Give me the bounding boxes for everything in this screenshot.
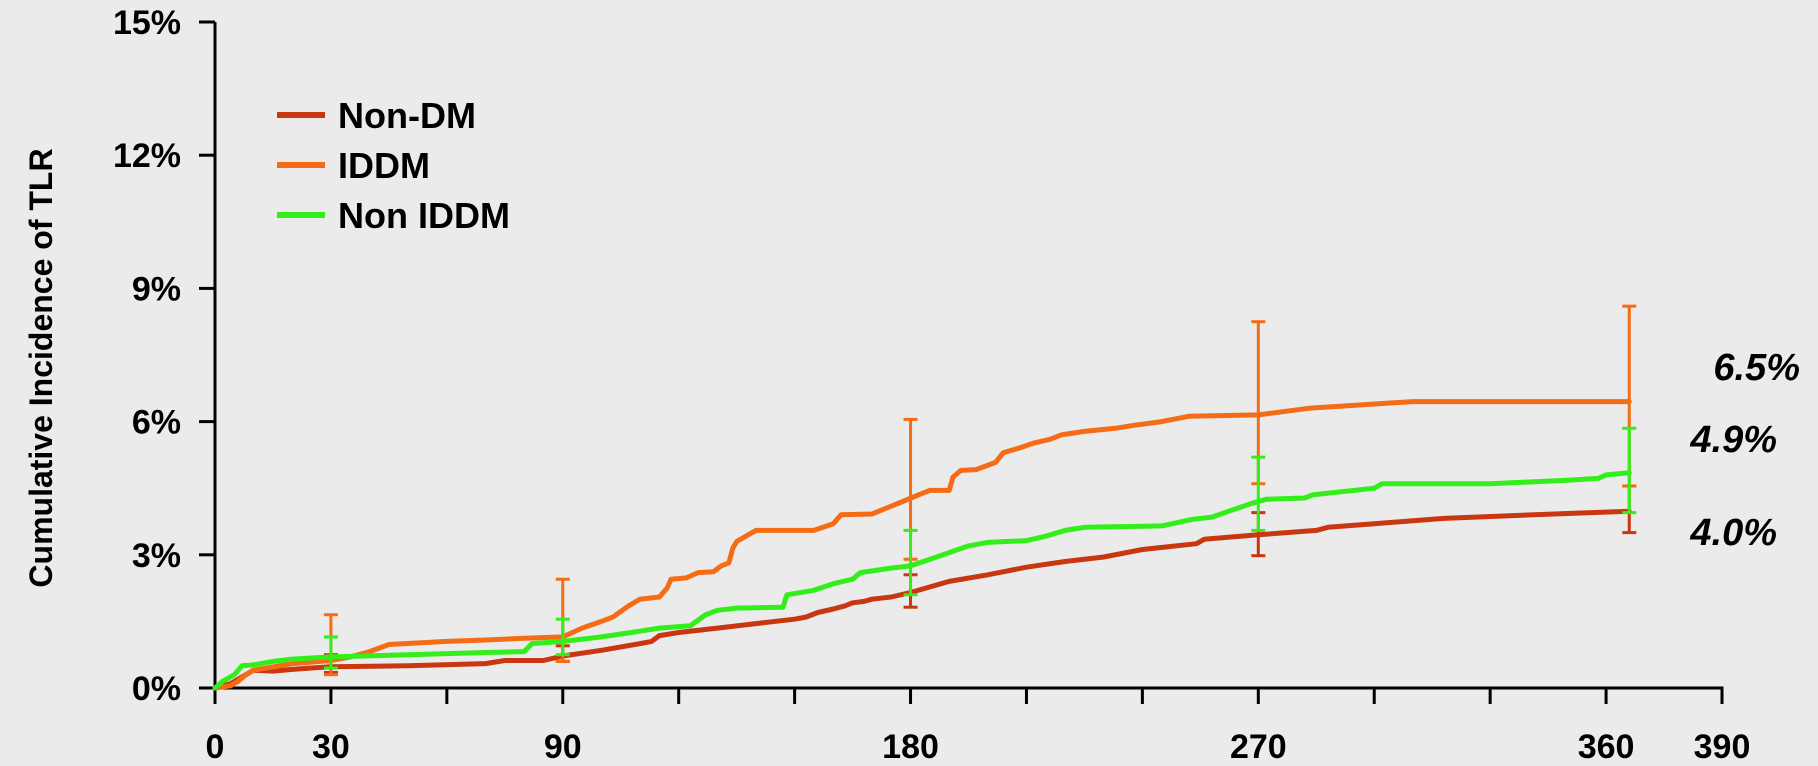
series-line-iddm <box>215 402 1629 688</box>
end-labels: 4.0% 6.5% 4.9% <box>1689 347 1800 554</box>
x-tick-label: 360 <box>1578 728 1635 766</box>
x-tick-label: 0 <box>206 728 225 766</box>
y-tick-label: 0% <box>132 670 181 708</box>
y-tick-label: 9% <box>132 270 181 308</box>
x-tick-label: 180 <box>882 728 939 766</box>
x-tick-label: 270 <box>1230 728 1287 766</box>
y-tick-label: 12% <box>113 137 181 175</box>
x-tick-label: 90 <box>544 728 582 766</box>
end-label: 4.9% <box>1689 419 1777 461</box>
end-label: 6.5% <box>1713 347 1800 389</box>
series-line-non-iddm <box>215 473 1629 688</box>
x-tick-label: 390 <box>1694 728 1751 766</box>
y-axis-title: Cumulative Incidence of TLR <box>23 148 59 587</box>
series-line-non-dm <box>215 511 1629 688</box>
y-tick-label: 15% <box>113 4 181 42</box>
y-tick-label: 6% <box>132 404 181 442</box>
end-label: 4.0% <box>1689 512 1777 554</box>
plot-area <box>215 306 1636 688</box>
x-tick-label: 30 <box>312 728 350 766</box>
error-bar-non-iddm <box>1251 457 1265 530</box>
legend-label-iddm: IDDM <box>338 145 430 186</box>
error-bar-non-iddm <box>1622 428 1636 512</box>
legend-label-non-iddm: Non IDDM <box>338 195 510 236</box>
legend-label-non-dm: Non-DM <box>338 95 476 136</box>
legend: Non-DM IDDM Non IDDM <box>277 95 510 236</box>
y-tick-label: 3% <box>132 537 181 575</box>
